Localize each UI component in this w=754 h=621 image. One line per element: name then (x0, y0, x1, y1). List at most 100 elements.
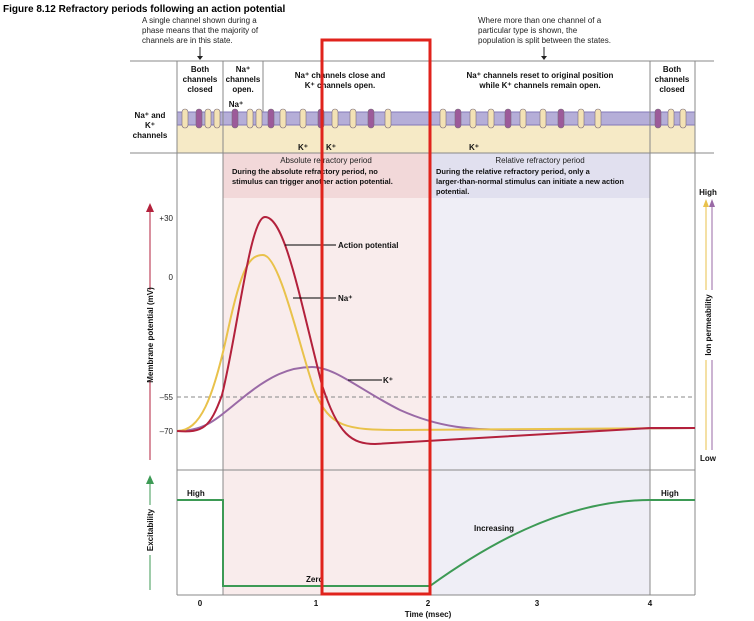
svg-text:2: 2 (426, 599, 431, 608)
excitability-high-right: High (661, 489, 679, 498)
svg-text:larger-than-normal stimulus ca: larger-than-normal stimulus can initiate… (436, 177, 624, 186)
svg-text:channels: channels (226, 75, 261, 84)
svg-text:channels: channels (183, 75, 218, 84)
svg-text:During the relative refractory: During the relative refractory period, o… (436, 167, 591, 176)
ion-channel-icon (577, 108, 585, 129)
svg-text:4: 4 (648, 599, 653, 608)
svg-text:Both: Both (663, 65, 681, 74)
svg-text:K⁺: K⁺ (469, 143, 479, 152)
ion-channel-icon (279, 108, 287, 129)
svg-text:channels: channels (655, 75, 690, 84)
svg-text:channels: channels (133, 131, 168, 140)
absolute-refractory-region (223, 153, 430, 470)
ion-channel-icon (679, 108, 687, 129)
svg-text:Na⁺ channels close and: Na⁺ channels close and (295, 71, 386, 80)
svg-text:1: 1 (314, 599, 319, 608)
ion-channel-icon (454, 108, 462, 129)
svg-text:–70: –70 (160, 427, 174, 436)
relative-refractory-region (430, 153, 650, 470)
excitability-high-left: High (187, 489, 205, 498)
svg-text:Ion permeability: Ion permeability (704, 294, 713, 356)
channel-label: Na⁺ and K⁺ channels (133, 111, 168, 140)
svg-text:Na⁺: Na⁺ (236, 65, 250, 74)
svg-text:K⁺: K⁺ (145, 121, 155, 130)
action-potential-curve (176, 215, 695, 446)
svg-text:0: 0 (169, 273, 174, 282)
svg-text:closed: closed (659, 85, 684, 94)
ion-channel-icon (349, 108, 357, 129)
svg-text:particular type is shown, the: particular type is shown, the (478, 26, 578, 35)
svg-text:During the absolute refractory: During the absolute refractory period, n… (232, 167, 378, 176)
svg-text:0: 0 (198, 599, 203, 608)
svg-text:Na⁺ and: Na⁺ and (135, 111, 166, 120)
channel-membrane (177, 108, 695, 153)
ion-channel-icon (504, 108, 512, 129)
svg-text:Time (msec): Time (msec) (405, 610, 452, 619)
svg-text:Action potential: Action potential (338, 241, 398, 250)
svg-text:High: High (699, 188, 717, 197)
svg-text:–55: –55 (160, 393, 174, 402)
svg-text:Na⁺: Na⁺ (229, 100, 243, 109)
ion-permeability-axis: Ion permeability High Low (699, 188, 717, 463)
svg-text:channels are in this state.: channels are in this state. (142, 36, 233, 45)
svg-text:population is split between th: population is split between the states. (478, 36, 611, 45)
ion-channel-icon (469, 108, 477, 129)
note-left: A single channel shown during a phase me… (142, 16, 259, 60)
ion-channel-icon (384, 108, 392, 129)
svg-text:while K⁺ channels remain open.: while K⁺ channels remain open. (478, 81, 600, 90)
svg-text:Absolute refractory period: Absolute refractory period (280, 156, 372, 165)
svg-text:Na⁺ channels reset to original: Na⁺ channels reset to original position (467, 71, 614, 80)
svg-text:open.: open. (232, 85, 253, 94)
note-right: Where more than one channel of a particu… (478, 16, 611, 60)
svg-text:potential.: potential. (436, 187, 469, 196)
ion-channel-icon (331, 108, 339, 129)
svg-text:K⁺ channels open.: K⁺ channels open. (305, 81, 375, 90)
na-permeability-curve (176, 253, 696, 432)
ion-channel-icon (299, 108, 307, 129)
svg-text:Both: Both (191, 65, 209, 74)
svg-text:Membrane potential (mV): Membrane potential (mV) (146, 287, 155, 383)
figure-title: Figure 8.12 Refractory periods following… (3, 4, 285, 15)
absolute-refractory-text: Absolute refractory period During the ab… (232, 156, 393, 186)
ion-channel-icon (367, 108, 375, 129)
svg-text:stimulus can trigger another a: stimulus can trigger another action pote… (232, 177, 393, 186)
highlight-box (320, 38, 432, 596)
svg-text:3: 3 (535, 599, 540, 608)
ion-channel-icon (654, 108, 662, 129)
ion-channel-icon (594, 108, 602, 129)
svg-text:K⁺: K⁺ (326, 143, 336, 152)
ion-channel-icon (667, 108, 675, 129)
ion-channel-icon (204, 108, 212, 129)
svg-text:Where more than one channel of: Where more than one channel of a (478, 16, 602, 25)
svg-text:Relative refractory period: Relative refractory period (495, 156, 584, 165)
excitability-axis: Excitability (144, 475, 156, 590)
svg-text:phase means that the majority: phase means that the majority of (142, 26, 259, 35)
relative-refractory-text: Relative refractory period During the re… (436, 156, 624, 196)
ion-channel-icon (213, 108, 221, 129)
svg-text:K⁺: K⁺ (298, 143, 308, 152)
ion-channel-icon (195, 108, 203, 129)
ion-channel-icon (246, 108, 254, 129)
curve-legend: Action potential Na⁺ K⁺ (285, 241, 398, 385)
ion-channel-icon (181, 108, 189, 129)
membrane-potential-axis: Membrane potential (mV) +30 0 –55 –70 (144, 203, 174, 460)
ion-channel-icon (519, 108, 527, 129)
ion-channel-icon (539, 108, 547, 129)
excitability-increasing: Increasing (474, 524, 514, 533)
svg-text:Excitability: Excitability (146, 508, 155, 551)
svg-text:+30: +30 (159, 214, 173, 223)
ion-channel-icon (255, 108, 263, 129)
ion-channel-icon (439, 108, 447, 129)
ion-channel-icon (231, 108, 239, 129)
svg-text:K⁺: K⁺ (383, 376, 393, 385)
ion-channel-icon (487, 108, 495, 129)
ion-channel-icon (557, 108, 565, 129)
excitability-zero: Zero (306, 575, 323, 584)
svg-text:closed: closed (187, 85, 212, 94)
svg-text:Na⁺: Na⁺ (338, 294, 352, 303)
svg-text:A single channel shown during: A single channel shown during a (142, 16, 257, 25)
time-axis: 0 1 2 3 4 Time (msec) (198, 599, 653, 619)
svg-text:Low: Low (700, 454, 717, 463)
